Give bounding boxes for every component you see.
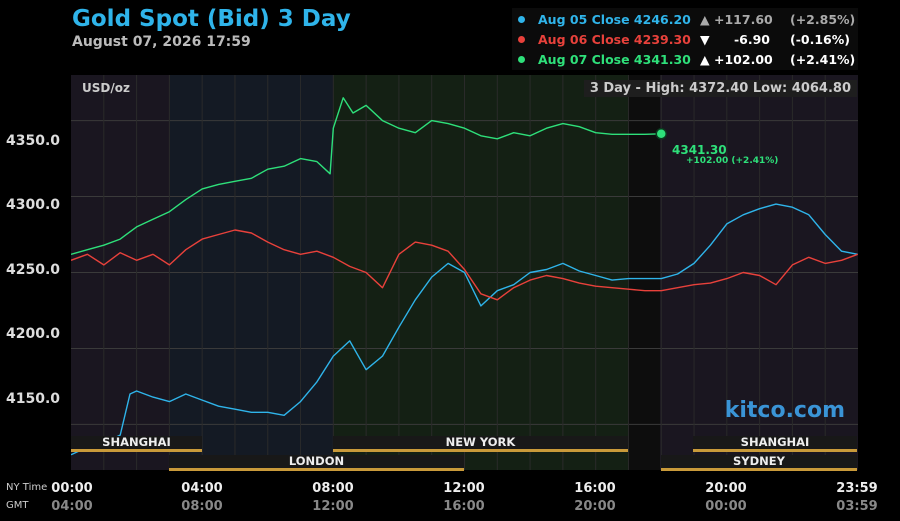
series-line-aug-05 <box>71 203 858 456</box>
session-sydney: SYDNEY <box>661 455 857 471</box>
y-tick-label: 4150.0 <box>6 391 61 407</box>
end-point-marker <box>655 128 667 140</box>
ny-time-label: NY Time <box>6 482 48 493</box>
legend-dot-icon <box>518 56 525 63</box>
x-tick-gmt: 00:00 <box>705 499 747 514</box>
session-shanghai: SHANGHAI <box>693 436 857 452</box>
legend-change: +102.00 <box>714 52 773 67</box>
legend-percent: (-0.16%) <box>790 32 850 47</box>
x-tick-ny: 23:59 <box>836 481 878 496</box>
end-price-label: 4341.30 <box>672 143 727 157</box>
chart-title: Gold Spot (Bid) 3 Day <box>72 6 351 32</box>
legend-percent: (+2.85%) <box>790 12 856 27</box>
gmt-label: GMT <box>6 500 29 511</box>
session-shanghai: SHANGHAI <box>71 436 202 452</box>
x-tick-gmt: 08:00 <box>181 499 223 514</box>
legend-dot-icon <box>518 36 525 43</box>
y-tick-label: 4350.0 <box>6 133 61 149</box>
legend-percent: (+2.41%) <box>790 52 856 67</box>
legend-change: +117.60 <box>714 12 773 27</box>
x-tick-ny: 12:00 <box>443 481 485 496</box>
x-tick-ny: 16:00 <box>574 481 616 496</box>
x-tick-gmt: 04:00 <box>51 499 93 514</box>
x-tick-ny: 00:00 <box>51 481 93 496</box>
price-chart <box>71 75 858 470</box>
x-tick-gmt: 20:00 <box>574 499 616 514</box>
end-change-label: +102.00 (+2.41%) <box>686 156 779 166</box>
session-new-york: NEW YORK <box>333 436 628 452</box>
x-tick-gmt: 03:59 <box>836 499 878 514</box>
legend-label: Aug 05 Close 4246.20 <box>538 12 691 27</box>
legend-change: -6.90 <box>733 32 770 47</box>
x-tick-ny: 20:00 <box>705 481 747 496</box>
kitco-watermark: kitco.com <box>724 398 845 423</box>
up-arrow-icon: ▲ <box>700 12 710 27</box>
x-tick-ny: 04:00 <box>181 481 223 496</box>
series-lines <box>71 97 858 456</box>
session-london: LONDON <box>169 455 464 471</box>
down-arrow-icon: ▼ <box>700 32 710 47</box>
grid-lines <box>71 75 858 470</box>
x-tick-gmt: 12:00 <box>312 499 354 514</box>
x-tick-ny: 08:00 <box>312 481 354 496</box>
series-line-aug-06 <box>71 229 858 301</box>
y-tick-label: 4300.0 <box>6 197 61 213</box>
x-tick-gmt: 16:00 <box>443 499 485 514</box>
high-low-readout: 3 Day - High: 4372.40 Low: 4064.80 <box>583 80 857 97</box>
y-tick-label: 4250.0 <box>6 262 61 278</box>
legend: Aug 05 Close 4246.20 ▲ +117.60 (+2.85%) … <box>512 8 858 70</box>
plot-area <box>71 75 858 470</box>
legend-label: Aug 07 Close 4341.30 <box>538 52 691 67</box>
y-tick-label: 4200.0 <box>6 326 61 342</box>
legend-dot-icon <box>518 16 525 23</box>
legend-label: Aug 06 Close 4239.30 <box>538 32 691 47</box>
end-marker <box>655 128 667 140</box>
up-arrow-icon: ▲ <box>700 52 710 67</box>
y-unit-label: USD/oz <box>82 81 130 95</box>
series-line-aug-07 <box>71 97 662 255</box>
chart-timestamp: August 07, 2026 17:59 <box>72 34 251 50</box>
